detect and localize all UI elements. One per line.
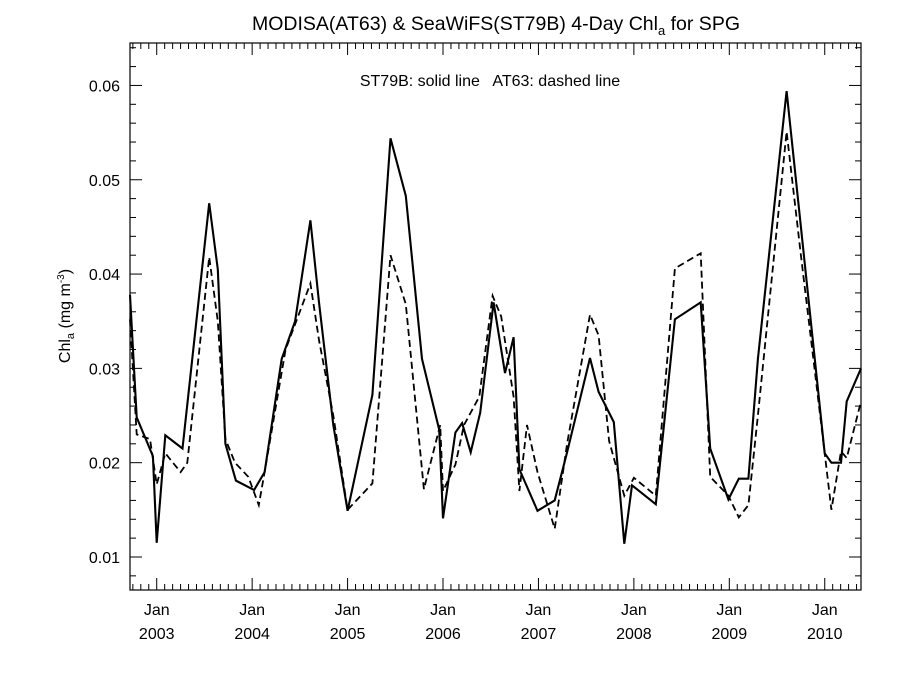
series-line-st79b — [128, 90, 862, 544]
y-axis-label-subscript: a — [65, 332, 77, 339]
x-tick-label-month: Jan — [335, 602, 361, 619]
chart-title: MODISA(AT63) & SeaWiFS(ST79B) 4-Day Chla… — [252, 13, 740, 38]
y-tick-label: 0.04 — [89, 267, 120, 284]
x-tick-label-month: Jan — [812, 602, 838, 619]
line-style-annotation: ST79B: solid line AT63: dashed line — [360, 73, 620, 90]
y-tick-label: 0.01 — [89, 550, 120, 567]
x-tick-label-year: 2005 — [330, 626, 366, 643]
y-axis-label-unit: (mg m — [57, 283, 74, 333]
x-tick-label-month: Jan — [716, 602, 742, 619]
chart-title-subscript: a — [658, 23, 666, 38]
x-tick-label-year: 2010 — [807, 626, 843, 643]
x-tick-label-year: 2008 — [616, 626, 652, 643]
x-tick-label-month: Jan — [526, 602, 552, 619]
y-axis-label-main: Chl — [57, 339, 74, 363]
y-tick-label: 0.02 — [89, 456, 120, 473]
x-tick-label-month: Jan — [144, 602, 170, 619]
y-tick-label: 0.06 — [89, 78, 120, 95]
y-axis-label-superscript: -3 — [56, 274, 67, 283]
y-tick-label: 0.03 — [89, 361, 120, 378]
plot-frame — [129, 42, 862, 591]
x-tick-label-year: 2003 — [139, 626, 175, 643]
y-axis-label-unit-close: ) — [57, 269, 74, 274]
x-tick-label-year: 2009 — [712, 626, 748, 643]
chart-title-main: MODISA(AT63) & SeaWiFS(ST79B) 4-Day Chl — [252, 13, 658, 35]
x-tick-label-year: 2004 — [234, 626, 270, 643]
series-layer — [128, 90, 862, 544]
axes: 0.01 0.02 0.03 0.04 0.05 0.06 Jan 2003 Jan 2004 Ja… — [89, 43, 861, 643]
x-tick-label-month: Jan — [621, 602, 647, 619]
x-tick-label-year: 2006 — [425, 626, 461, 643]
chart-title-tail: for SPG — [665, 13, 740, 35]
series-line-at63 — [129, 131, 862, 529]
x-tick-label-year: 2007 — [521, 626, 557, 643]
x-tick-label-month: Jan — [239, 602, 265, 619]
y-tick-label: 0.05 — [89, 173, 120, 190]
x-tick-label-month: Jan — [430, 602, 456, 619]
y-axis-label: Chla (mg m-3) — [56, 269, 77, 363]
